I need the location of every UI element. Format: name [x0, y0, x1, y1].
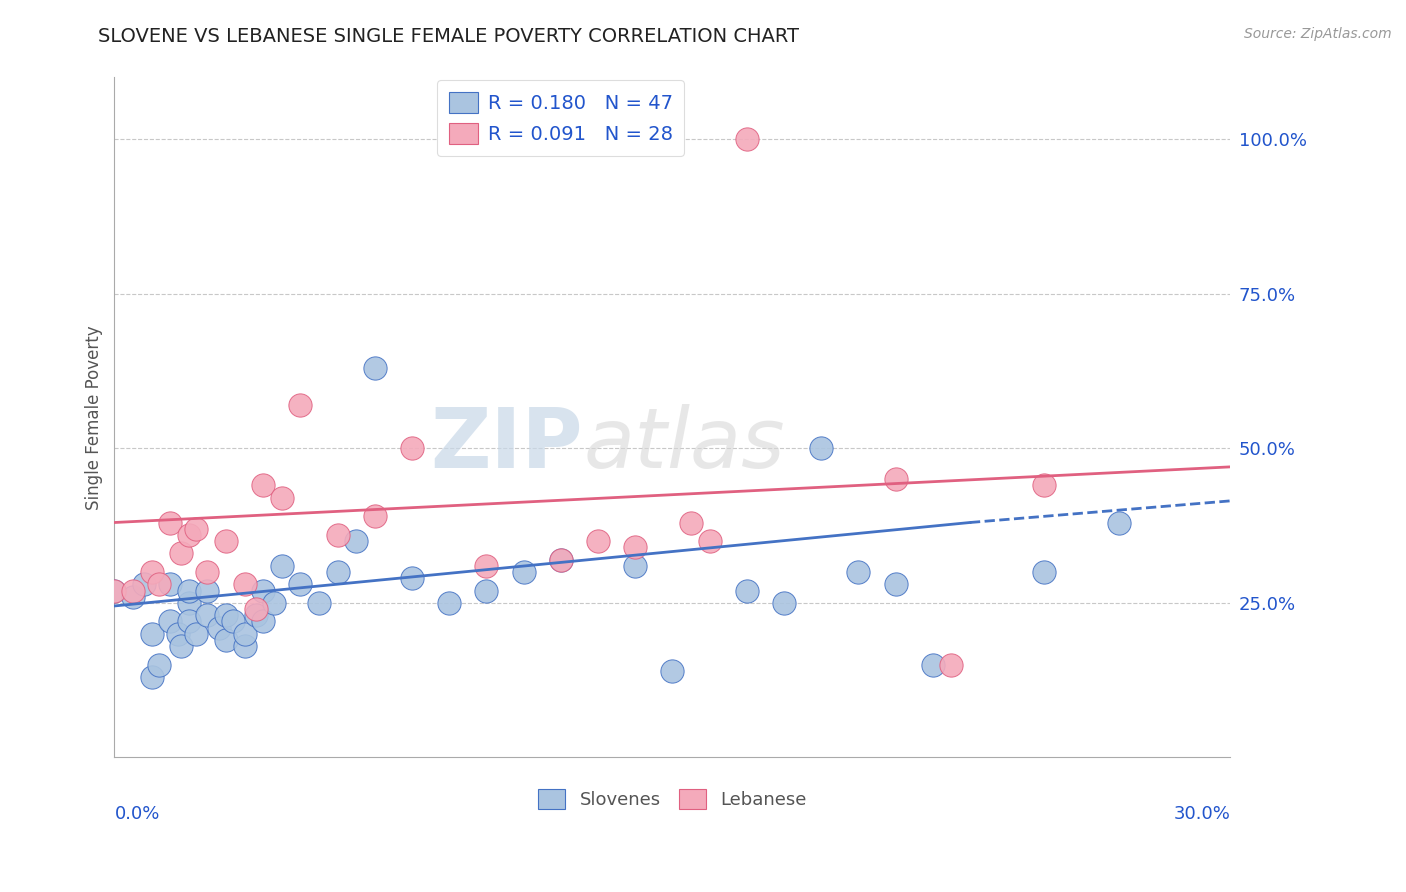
Point: [475, 583, 498, 598]
Point: [177, 615, 200, 629]
Point: [177, 528, 200, 542]
Point: [197, 565, 219, 579]
Point: [233, 627, 256, 641]
Point: [170, 546, 193, 560]
Point: [810, 442, 832, 456]
Point: [141, 627, 163, 641]
Point: [122, 590, 145, 604]
Point: [186, 627, 208, 641]
Legend: Slovenes, Lebanese: Slovenes, Lebanese: [531, 782, 814, 816]
Point: [661, 664, 683, 678]
Point: [148, 577, 170, 591]
Point: [252, 615, 274, 629]
Point: [290, 398, 312, 412]
Point: [270, 491, 292, 505]
Text: atlas: atlas: [583, 404, 785, 485]
Point: [699, 534, 721, 549]
Point: [475, 558, 498, 573]
Point: [624, 558, 647, 573]
Point: [735, 583, 758, 598]
Point: [884, 577, 907, 591]
Point: [159, 516, 181, 530]
Point: [735, 132, 758, 146]
Point: [103, 583, 125, 598]
Point: [326, 528, 349, 542]
Point: [550, 552, 572, 566]
Point: [679, 516, 702, 530]
Point: [1033, 478, 1056, 492]
Point: [252, 583, 274, 598]
Point: [252, 478, 274, 492]
Point: [884, 472, 907, 486]
Point: [141, 565, 163, 579]
Text: Source: ZipAtlas.com: Source: ZipAtlas.com: [1244, 27, 1392, 41]
Y-axis label: Single Female Poverty: Single Female Poverty: [86, 325, 103, 509]
Point: [624, 540, 647, 554]
Point: [134, 577, 156, 591]
Point: [103, 583, 125, 598]
Point: [159, 615, 181, 629]
Point: [197, 583, 219, 598]
Point: [177, 596, 200, 610]
Text: ZIP: ZIP: [430, 404, 583, 485]
Point: [344, 534, 367, 549]
Point: [222, 615, 245, 629]
Point: [233, 577, 256, 591]
Point: [166, 627, 188, 641]
Point: [921, 657, 943, 672]
Point: [215, 632, 238, 647]
Point: [773, 596, 796, 610]
Point: [197, 608, 219, 623]
Point: [177, 583, 200, 598]
Point: [215, 534, 238, 549]
Point: [207, 621, 229, 635]
Text: 0.0%: 0.0%: [114, 805, 160, 823]
Point: [159, 577, 181, 591]
Point: [401, 442, 423, 456]
Point: [437, 596, 460, 610]
Point: [186, 522, 208, 536]
Point: [122, 583, 145, 598]
Point: [233, 639, 256, 653]
Point: [148, 657, 170, 672]
Point: [215, 608, 238, 623]
Point: [308, 596, 330, 610]
Point: [263, 596, 285, 610]
Point: [401, 571, 423, 585]
Text: SLOVENE VS LEBANESE SINGLE FEMALE POVERTY CORRELATION CHART: SLOVENE VS LEBANESE SINGLE FEMALE POVERT…: [98, 27, 800, 45]
Point: [270, 558, 292, 573]
Point: [141, 670, 163, 684]
Point: [846, 565, 869, 579]
Point: [512, 565, 534, 579]
Point: [364, 361, 387, 376]
Text: 30.0%: 30.0%: [1174, 805, 1230, 823]
Point: [364, 509, 387, 524]
Point: [245, 602, 267, 616]
Point: [326, 565, 349, 579]
Point: [586, 534, 609, 549]
Point: [170, 639, 193, 653]
Point: [245, 608, 267, 623]
Point: [550, 552, 572, 566]
Point: [1033, 565, 1056, 579]
Point: [941, 657, 963, 672]
Point: [290, 577, 312, 591]
Point: [1108, 516, 1130, 530]
